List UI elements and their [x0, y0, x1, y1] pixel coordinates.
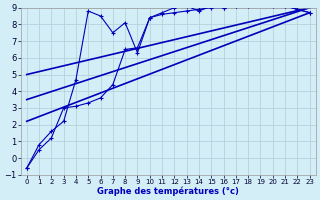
X-axis label: Graphe des températures (°c): Graphe des températures (°c) — [97, 186, 239, 196]
